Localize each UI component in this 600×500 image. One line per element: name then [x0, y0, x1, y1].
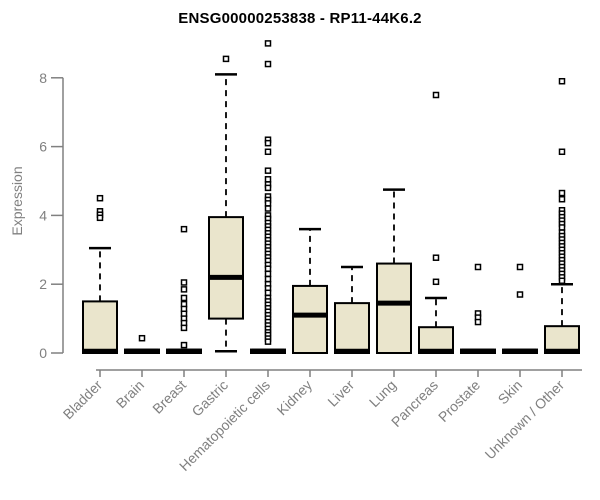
box-kidney — [292, 284, 328, 355]
y-tick-label: 2 — [39, 276, 47, 292]
outlier-point-breast — [180, 324, 188, 332]
outlier-point-bladder — [96, 194, 104, 202]
outlier-point-brain — [138, 334, 146, 342]
box-bladder — [82, 300, 118, 354]
outlier-point-skin — [516, 263, 524, 271]
outlier-point-hematopoietic-cells — [264, 270, 272, 278]
outlier-point-unknown-other — [558, 189, 566, 197]
outlier-point-hematopoietic-cells — [264, 289, 272, 297]
y-tick-label: 4 — [39, 207, 47, 223]
outlier-point-breast — [180, 286, 188, 293]
outlier-point-unknown-other — [558, 148, 566, 156]
x-tick-label-liver: Liver — [324, 377, 357, 410]
outlier-point-hematopoietic-cells — [264, 60, 272, 68]
outlier-point-pancreas — [432, 91, 440, 99]
outlier-point-hematopoietic-cells — [264, 184, 272, 192]
outlier-point-hematopoietic-cells — [264, 205, 272, 212]
outlier-point-unknown-other — [558, 77, 566, 85]
y-tick-label: 0 — [39, 345, 47, 361]
x-tick-label-prostate: Prostate — [435, 377, 483, 425]
box-gastric — [208, 216, 244, 320]
x-tick-label-lung: Lung — [366, 377, 399, 410]
y-tick-label: 6 — [39, 139, 47, 155]
outlier-point-unknown-other — [558, 277, 566, 285]
outlier-point-gastric — [222, 55, 230, 63]
x-tick-label-brain: Brain — [113, 377, 147, 411]
outlier-point-prostate — [474, 263, 482, 271]
outlier-point-hematopoietic-cells — [264, 338, 272, 345]
box-lung — [376, 262, 412, 354]
outlier-point-hematopoietic-cells — [264, 139, 272, 147]
outlier-point-breast — [180, 294, 188, 302]
outlier-point-unknown-other — [558, 224, 566, 231]
outlier-point-hematopoietic-cells — [264, 167, 272, 174]
x-tick-label-bladder: Bladder — [60, 377, 106, 423]
x-tick-label-breast: Breast — [149, 377, 189, 417]
outlier-point-hematopoietic-cells — [264, 148, 272, 156]
box-unknown-other — [544, 325, 580, 354]
y-tick-label: 8 — [39, 70, 47, 86]
outlier-point-breast — [180, 279, 188, 286]
x-tick-label-pancreas: Pancreas — [388, 377, 441, 430]
outlier-point-unknown-other — [558, 195, 566, 203]
x-tick-label-unknown-other: Unknown / Other — [482, 377, 568, 463]
outlier-point-prostate — [474, 318, 482, 326]
outlier-point-hematopoietic-cells — [264, 176, 272, 183]
outlier-point-hematopoietic-cells — [264, 40, 272, 47]
x-tick-label-skin: Skin — [495, 377, 526, 408]
outlier-point-pancreas — [432, 278, 440, 286]
outlier-point-hematopoietic-cells — [264, 200, 272, 207]
outlier-point-breast — [180, 225, 188, 233]
outlier-point-skin — [516, 291, 524, 298]
x-tick-label-kidney: Kidney — [274, 377, 316, 419]
outlier-point-pancreas — [432, 254, 440, 261]
chart-title: ENSG00000253838 - RP11-44K6.2 — [178, 10, 422, 27]
outlier-point-bladder — [96, 214, 104, 222]
outlier-point-hematopoietic-cells — [264, 265, 272, 272]
outlier-point-hematopoietic-cells — [264, 275, 272, 283]
box-liver — [334, 302, 370, 354]
outlier-point-breast — [180, 341, 188, 349]
